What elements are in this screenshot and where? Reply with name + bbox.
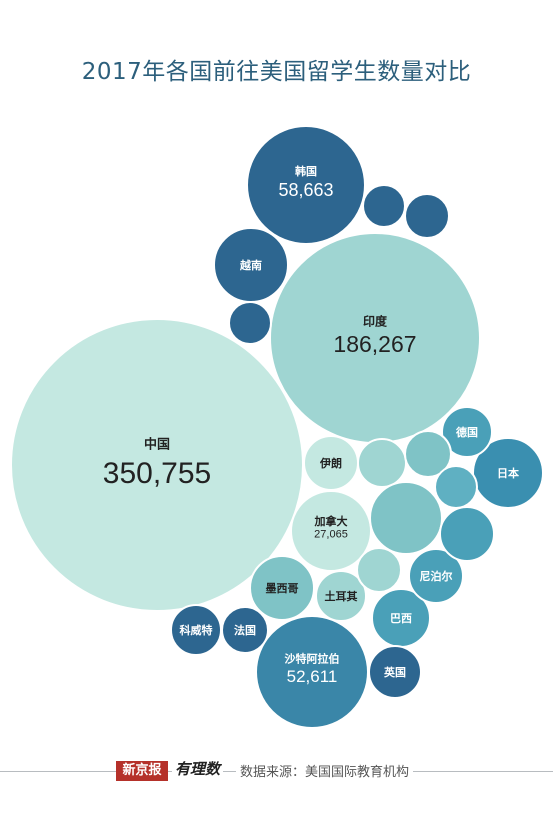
bubble-circle: [404, 193, 450, 239]
data-source: 数据来源：美国国际教育机构: [236, 761, 414, 780]
bubble-name-label: 科威特: [180, 623, 213, 637]
bubble-circle: [356, 547, 402, 593]
bubble-circle: [369, 481, 443, 555]
bubble-name-label: 越南: [239, 258, 262, 272]
column-logo: 有理数: [172, 758, 224, 779]
newspaper-logo: 新京报: [116, 761, 168, 781]
bubble-日本: 日本: [472, 437, 544, 509]
bubble-unlabeled-19: [357, 438, 407, 488]
bubble-韩国: 韩国 58,663: [246, 125, 366, 245]
bubble-法国: 法国: [221, 606, 269, 654]
bubble-circle: [10, 318, 304, 612]
bubble-name-label: 中国: [144, 437, 170, 453]
bubble-印度: 印度 186,267: [269, 232, 481, 444]
bubble-name-label: 德国: [455, 425, 478, 439]
bubble-circle: [408, 548, 464, 604]
bubble-unlabeled-23: [439, 506, 495, 562]
bubble-中国: 中国 350,755: [10, 318, 304, 612]
bubble-name-label: 沙特阿拉伯: [285, 652, 340, 666]
bubble-name-label: 日本: [497, 466, 519, 480]
bubble-name-label: 墨西哥: [266, 582, 299, 595]
bubble-尼泊尔: 尼泊尔: [408, 548, 464, 604]
bubble-circle: [228, 301, 272, 345]
bubble-value-label: 52,611: [287, 667, 338, 686]
bubble-circle: [221, 606, 269, 654]
bubble-name-label: 英国: [383, 665, 406, 679]
bubble-circle: [441, 406, 493, 458]
bubble-value-label: 27,065: [314, 529, 348, 541]
bubble-circle: [315, 570, 367, 622]
bubble-circle: [368, 645, 422, 699]
bubble-德国: 德国: [441, 406, 493, 458]
bubble-name-label: 韩国: [295, 164, 317, 178]
bubble-circle: [434, 465, 478, 509]
bubble-circle: [362, 184, 406, 228]
bubble-circle: [439, 506, 495, 562]
bubble-name-label: 伊朗: [319, 456, 342, 470]
bubble-土耳其: 土耳其: [315, 570, 367, 622]
bubble-unlabeled-24: [356, 547, 402, 593]
bubble-unlabeled-18: [228, 301, 272, 345]
bubble-越南: 越南: [213, 227, 289, 303]
bubble-unlabeled-21: [404, 430, 452, 478]
bubble-value-label: 186,267: [333, 331, 416, 357]
bubble-科威特: 科威特: [170, 604, 222, 656]
chart-title: 2017年各国前往美国留学生数量对比: [81, 59, 472, 85]
bubble-巴西: 巴西: [371, 588, 431, 648]
bubble-unlabeled-17: [404, 193, 450, 239]
bubble-name-label: 尼泊尔: [420, 569, 453, 583]
bubble-circle: [357, 438, 407, 488]
bubble-name-label: 法国: [234, 623, 256, 637]
bubble-circle: [404, 430, 452, 478]
bubble-value-label: 350,755: [103, 457, 211, 490]
bubble-circle: [249, 555, 315, 621]
bubble-name-label: 印度: [363, 313, 388, 328]
bubble-name-label: 加拿大: [314, 514, 348, 528]
bubble-墨西哥: 墨西哥: [249, 555, 315, 621]
bubble-unlabeled-20: [369, 481, 443, 555]
bubble-circle: [246, 125, 366, 245]
bubble-unlabeled-16: [362, 184, 406, 228]
bubble-unlabeled-22: [434, 465, 478, 509]
bubble-name-label: 巴西: [390, 612, 412, 625]
bubble-伊朗: 伊朗: [303, 435, 359, 491]
bubble-英国: 英国: [368, 645, 422, 699]
bubble-value-label: 58,663: [278, 180, 333, 200]
bubble-name-label: 土耳其: [325, 589, 358, 603]
bubble-circle: [472, 437, 544, 509]
